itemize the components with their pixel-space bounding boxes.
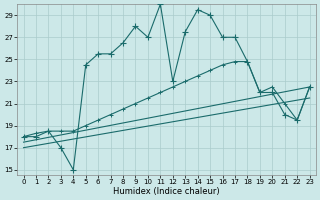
X-axis label: Humidex (Indice chaleur): Humidex (Indice chaleur) <box>113 187 220 196</box>
